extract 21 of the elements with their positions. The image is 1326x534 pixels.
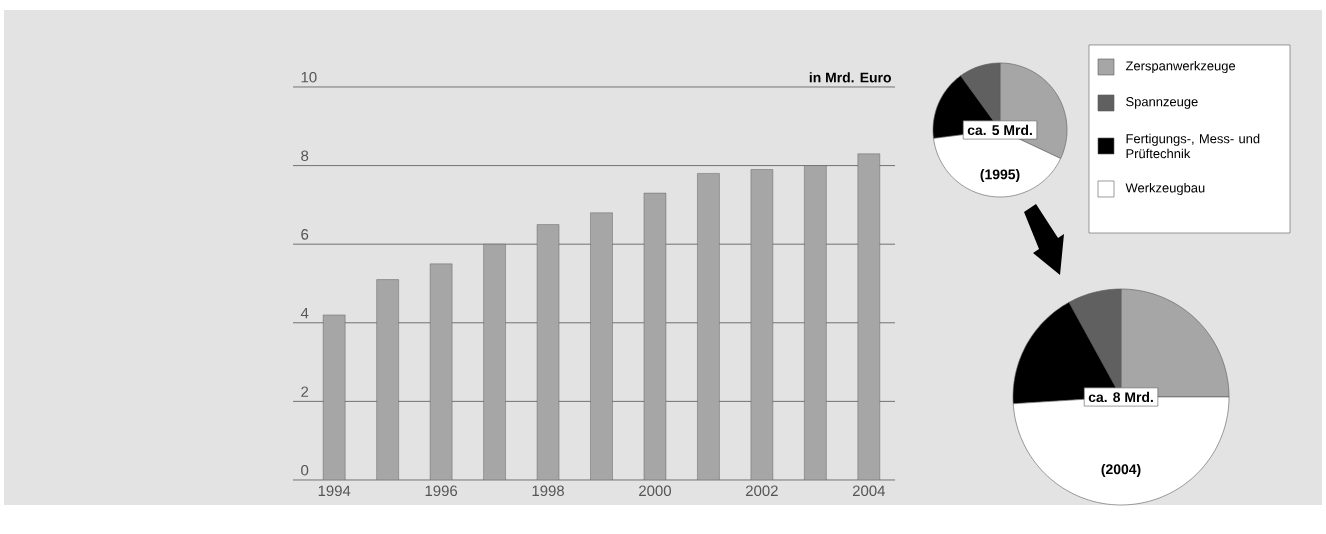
x-tick-label: 2000 bbox=[639, 485, 671, 497]
legend-label: Fertigungs-, Mess- und Prüftechnik bbox=[1126, 133, 1260, 159]
y-tick-label: 2 bbox=[301, 386, 309, 397]
text: ca. 5 Mrd. bbox=[967, 124, 1032, 136]
y-tick-label: 4 bbox=[300, 307, 309, 319]
y-tick-label: 8 bbox=[301, 150, 309, 162]
y-tick-label: 6 bbox=[301, 229, 309, 240]
y-axis-title: in Mrd. Euro bbox=[809, 72, 891, 83]
legend-label: Spannzeuge bbox=[1126, 97, 1198, 109]
x-tick-label: 1996 bbox=[425, 485, 458, 497]
x-tick-label: 2002 bbox=[746, 485, 778, 497]
legend-label: Werkzeugbau bbox=[1125, 182, 1205, 196]
x-tick-label: 2004 bbox=[852, 485, 885, 497]
slice-label: (2004) bbox=[1101, 463, 1141, 477]
y-tick-label: 10 bbox=[301, 71, 317, 83]
x-tick-label: 1998 bbox=[532, 485, 564, 497]
y-tick-label: 0 bbox=[301, 464, 309, 476]
legend-label: Zerspanwerkzeuge bbox=[1125, 60, 1236, 74]
text: ca. 8 Mrd. bbox=[1088, 391, 1153, 403]
slice-label: (1995) bbox=[980, 169, 1020, 183]
x-tick-label: 1994 bbox=[318, 485, 351, 497]
